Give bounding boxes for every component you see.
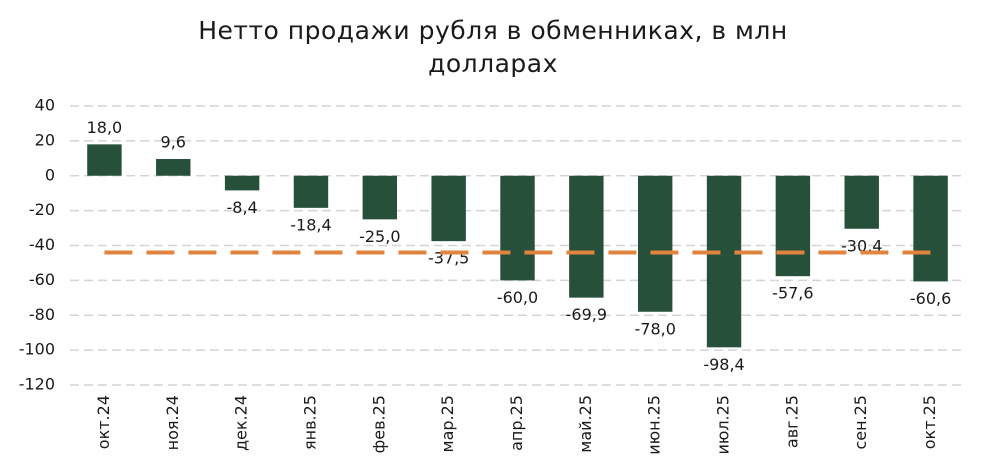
chart-title: Нетто продажи рубля в обменниках, в млн … bbox=[198, 16, 788, 78]
data-label: -18,4 bbox=[290, 215, 331, 234]
data-label: 18,0 bbox=[87, 118, 123, 137]
x-tick-label: фев.25 bbox=[369, 395, 388, 453]
y-tick-label: -20 bbox=[29, 200, 55, 219]
bar bbox=[362, 175, 398, 220]
x-tick-label: янв.25 bbox=[300, 395, 319, 450]
bar bbox=[706, 175, 742, 348]
data-label: -8,4 bbox=[227, 198, 258, 217]
bar bbox=[224, 175, 260, 191]
y-tick-label: -80 bbox=[29, 305, 55, 324]
y-tick-label: 40 bbox=[35, 96, 55, 115]
data-label: -98,4 bbox=[703, 355, 744, 374]
data-label: -60,6 bbox=[910, 289, 951, 308]
x-tick-label: мар.25 bbox=[438, 395, 457, 452]
bar bbox=[844, 175, 879, 229]
data-label: -78,0 bbox=[634, 319, 675, 338]
x-tick-label: сен.25 bbox=[851, 395, 870, 450]
x-tick-label: май.25 bbox=[576, 395, 595, 453]
data-label: -69,9 bbox=[566, 305, 607, 324]
x-tick-label: июл.25 bbox=[714, 395, 733, 455]
y-tick-label: 20 bbox=[35, 130, 55, 149]
data-label: 9,6 bbox=[161, 133, 186, 152]
bar bbox=[775, 175, 811, 277]
data-label: -57,6 bbox=[772, 284, 813, 303]
y-tick-label: -40 bbox=[29, 235, 55, 254]
x-tick-label: авг.25 bbox=[782, 395, 801, 448]
data-label: -60,0 bbox=[497, 288, 538, 307]
bar bbox=[87, 144, 122, 176]
y-tick-label: -100 bbox=[19, 340, 55, 359]
bar bbox=[569, 175, 604, 298]
y-tick-label: -60 bbox=[29, 270, 55, 289]
y-tick-label: -120 bbox=[19, 375, 55, 394]
bar bbox=[431, 175, 466, 242]
x-tick-label: июн.25 bbox=[645, 395, 664, 455]
bar bbox=[637, 175, 673, 312]
bar bbox=[293, 175, 329, 208]
y-tick-label: 0 bbox=[45, 165, 55, 184]
data-label: -25,0 bbox=[359, 227, 400, 246]
x-tick-label: дек.24 bbox=[232, 395, 251, 451]
bar bbox=[913, 175, 948, 282]
bar bbox=[156, 159, 191, 176]
bar bbox=[500, 175, 535, 281]
x-tick-label: ноя.24 bbox=[163, 395, 182, 450]
x-tick-label: окт.25 bbox=[920, 395, 939, 449]
x-tick-label: окт.24 bbox=[94, 395, 113, 449]
x-tick-label: апр.25 bbox=[507, 395, 526, 451]
